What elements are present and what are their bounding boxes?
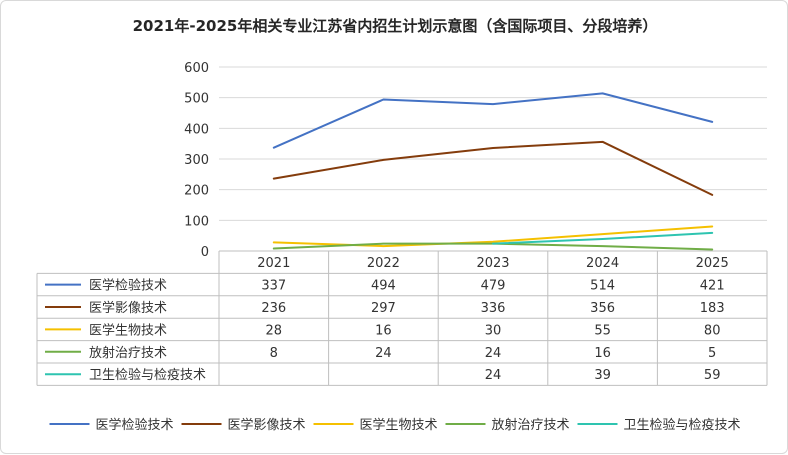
table-cell-value: 39 — [594, 368, 611, 383]
table-series-name: 卫生检验与检疫技术 — [89, 367, 206, 383]
table-cell-value: 28 — [266, 323, 283, 338]
table-cell-value: 236 — [261, 301, 286, 316]
table-series-name: 医学检验技术 — [89, 278, 167, 294]
y-tick-label: 500 — [184, 92, 209, 107]
table-series-name: 医学生物技术 — [89, 322, 167, 338]
table-cell-value: 297 — [371, 301, 396, 316]
y-tick-label: 300 — [184, 153, 209, 168]
legend-label: 放射治疗技术 — [492, 417, 570, 433]
table-header-year: 2022 — [367, 256, 400, 271]
chart-title: 2021年-2025年相关专业江苏省内招生计划示意图（含国际项目、分段培养） — [133, 17, 658, 35]
table-cell-value: 24 — [485, 368, 502, 383]
table-cell-value: 8 — [270, 346, 278, 361]
gridlines — [219, 66, 767, 221]
series-lines — [272, 92, 714, 251]
series-line — [272, 92, 714, 149]
series-line — [272, 140, 714, 196]
y-tick-label: 0 — [201, 245, 209, 260]
table-series-name: 放射治疗技术 — [89, 345, 167, 361]
table-header-year: 2023 — [476, 256, 509, 271]
table-header-year: 2025 — [696, 256, 729, 271]
table-cell-value: 16 — [594, 346, 611, 361]
y-axis: 0 100 200 300 400 500 600 — [184, 61, 209, 260]
table-cell-value: 24 — [485, 346, 502, 361]
table-cell-value: 30 — [485, 323, 502, 338]
table-cell-value: 5 — [708, 346, 716, 361]
table-cell-value: 80 — [704, 323, 721, 338]
table-cell-value: 183 — [700, 301, 725, 316]
table-cell-value: 337 — [261, 279, 286, 294]
table-cell-value: 336 — [481, 301, 506, 316]
legend-label: 医学生物技术 — [360, 417, 438, 433]
table-cell-value: 16 — [375, 323, 392, 338]
table-header-year: 2024 — [586, 256, 619, 271]
table-cell-value: 356 — [590, 301, 615, 316]
table-cell-value: 494 — [371, 279, 396, 294]
legend-label: 医学影像技术 — [228, 417, 306, 433]
table-cell-value: 514 — [590, 279, 615, 294]
table-header-year: 2021 — [257, 256, 290, 271]
data-table: 2021 2022 2023 2024 2025 医学检验技术 337 494 479 514 42… — [36, 250, 768, 386]
y-tick-label: 600 — [184, 61, 209, 76]
table-cell-value: 55 — [594, 323, 611, 338]
legend-label: 卫生检验与检疫技术 — [624, 417, 741, 433]
legend: 医学检验技术 医学影像技术 医学生物技术 放射治疗技术 卫生检验与检疫技术 — [49, 417, 741, 433]
table-cell-value: 59 — [704, 368, 721, 383]
y-tick-label: 200 — [184, 184, 209, 199]
legend-label: 医学检验技术 — [96, 417, 174, 433]
series-line — [492, 231, 714, 245]
table-series-name: 医学影像技术 — [89, 300, 167, 316]
y-tick-label: 100 — [184, 214, 209, 229]
table-cell-value: 479 — [481, 279, 506, 294]
y-tick-label: 400 — [184, 122, 209, 137]
table-cell-value: 421 — [700, 279, 725, 294]
table-cell-value: 24 — [375, 346, 392, 361]
